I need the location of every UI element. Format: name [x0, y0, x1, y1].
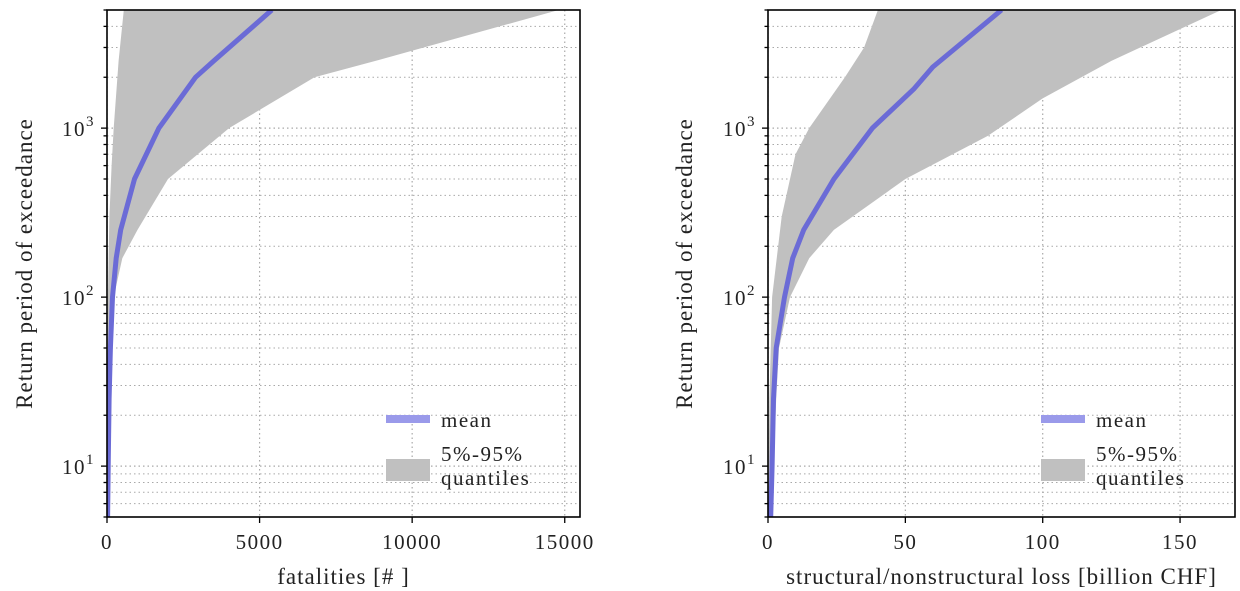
legend-quantile-label: 5%-95% quantiles — [441, 442, 530, 490]
x-tick-label: 5000 — [236, 530, 284, 554]
x-tick-label: 0 — [762, 530, 774, 554]
y-tick-label: 102 — [723, 283, 756, 310]
mean-line — [768, 10, 1004, 517]
y-tick-exponent: 1 — [86, 452, 95, 468]
legend-mean-swatch — [386, 415, 430, 423]
legend-quantile-swatch — [1041, 459, 1085, 481]
plot-frame — [767, 9, 1236, 518]
y-tick-exponent: 2 — [747, 283, 756, 299]
y-tick-base: 10 — [62, 117, 86, 141]
grid — [768, 10, 1235, 517]
x-tick-label: 150 — [1162, 530, 1198, 554]
y-tick-base: 10 — [62, 286, 86, 310]
y-tick-exponent: 2 — [86, 283, 95, 299]
y-axis-label: Return period of exceedance — [12, 118, 37, 409]
legend-mean-label: mean — [441, 408, 492, 432]
y-tick-base: 10 — [723, 286, 747, 310]
legend-mean-label: mean — [1096, 408, 1147, 432]
y-tick-exponent: 3 — [747, 114, 756, 130]
legend-quantile-label: 5%-95% quantiles — [1096, 442, 1185, 490]
y-tick-base: 10 — [723, 117, 747, 141]
y-tick-label: 103 — [723, 114, 756, 141]
x-tick-label: 0 — [101, 530, 113, 554]
loss-chart: 0 50 100 150101102103structural/nonstructur… — [672, 9, 1236, 589]
y-tick-exponent: 1 — [747, 452, 756, 468]
y-tick-label: 103 — [62, 114, 95, 141]
quantile-band — [768, 10, 1222, 517]
x-axis-label: fatalities [# ] — [277, 564, 410, 589]
mean-line — [107, 10, 274, 517]
quantile-band — [107, 10, 559, 517]
legend-quantile-swatch — [386, 459, 430, 481]
plot-area — [768, 10, 1222, 517]
x-tick-label: 10000 — [382, 530, 442, 554]
plot-area — [107, 10, 559, 517]
legend: mean 5%-95% quantiles — [1041, 408, 1185, 490]
grid — [107, 10, 580, 517]
y-tick-base: 10 — [62, 455, 86, 479]
plot-frame — [106, 9, 581, 518]
x-tick-label: 50 — [893, 530, 917, 554]
y-tick-label: 101 — [723, 452, 756, 479]
y-tick-label: 101 — [62, 452, 95, 479]
x-tick-label: 15000 — [535, 530, 595, 554]
y-tick-label: 102 — [62, 283, 95, 310]
legend: mean 5%-95% quantiles — [386, 408, 530, 490]
y-tick-exponent: 3 — [86, 114, 95, 130]
legend-mean-swatch — [1041, 415, 1085, 423]
y-tick-base: 10 — [723, 455, 747, 479]
y-axis-label: Return period of exceedance — [672, 118, 697, 409]
x-tick-label: 100 — [1025, 530, 1061, 554]
x-axis-label: structural/nonstructural loss [billion C… — [786, 564, 1217, 589]
